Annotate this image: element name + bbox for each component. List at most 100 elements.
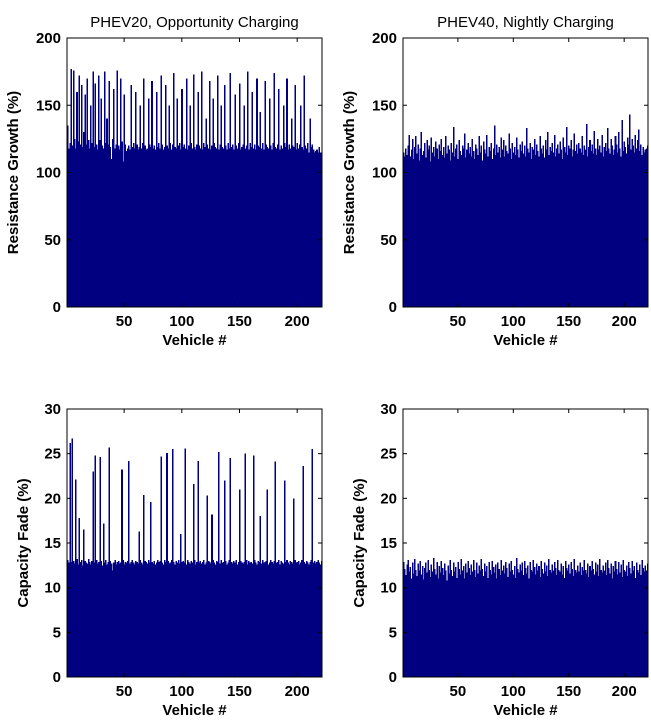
bar [264, 561, 266, 677]
bar [439, 572, 442, 677]
bar [583, 145, 586, 307]
bar [538, 566, 540, 677]
bar [155, 562, 158, 677]
bar [624, 146, 627, 307]
bar [289, 560, 292, 677]
bar [75, 479, 77, 677]
bar [304, 563, 307, 677]
bar [582, 570, 585, 677]
bar [633, 566, 636, 677]
bar [226, 564, 228, 677]
bar [412, 573, 415, 677]
bar [404, 156, 406, 307]
bar [603, 570, 606, 677]
subplot: 0 5 10 15 20 25 30 50 100 150 200 Vehicle # Capacity… [15, 401, 323, 719]
bar [103, 71, 106, 307]
bar [602, 156, 605, 307]
x-tick-label: 50 [450, 683, 467, 700]
bar [265, 144, 268, 307]
bar [87, 559, 90, 677]
bar [616, 152, 619, 307]
bar [417, 563, 419, 677]
bar [509, 148, 511, 307]
bar [168, 105, 171, 307]
bar [480, 559, 483, 677]
bar [449, 160, 452, 307]
bar [483, 563, 486, 677]
bar [529, 142, 531, 307]
y-tick-label: 150 [36, 97, 61, 114]
bar [512, 152, 515, 307]
bar [294, 559, 296, 677]
bar [544, 140, 547, 307]
bar [145, 149, 148, 307]
bar [502, 565, 505, 677]
bar [562, 566, 565, 677]
bar [266, 146, 269, 307]
bar [440, 560, 443, 677]
bar [485, 153, 487, 307]
bar [253, 144, 256, 307]
bar [122, 559, 124, 677]
bar [639, 150, 641, 307]
bar [298, 564, 301, 677]
bar [203, 142, 205, 307]
bar [181, 89, 183, 307]
y-tick-label: 200 [36, 30, 61, 47]
bar [536, 144, 538, 307]
bar [262, 559, 264, 677]
bar [468, 568, 470, 677]
bar [94, 455, 97, 677]
bar [319, 152, 322, 307]
bar [527, 565, 529, 677]
bar [286, 78, 288, 307]
bar [117, 560, 120, 677]
bar [311, 449, 314, 677]
bar [432, 558, 435, 677]
bar [406, 155, 408, 307]
bar [195, 564, 197, 677]
bar [159, 560, 161, 677]
bar [280, 560, 283, 677]
bar [177, 145, 180, 307]
bar [253, 559, 256, 677]
bar [256, 78, 258, 307]
bar [185, 78, 188, 307]
bar [461, 145, 464, 307]
bar [120, 562, 122, 677]
bar [185, 564, 188, 677]
bar [557, 144, 559, 307]
bar [136, 144, 138, 307]
bar [640, 144, 642, 307]
bar [555, 575, 558, 677]
bar [510, 159, 513, 307]
bar [257, 560, 259, 677]
bar [301, 559, 303, 677]
bar [205, 562, 208, 677]
bar [470, 156, 473, 307]
bar [146, 148, 149, 307]
bar [123, 564, 126, 677]
bar [514, 577, 517, 677]
x-tick-label: 200 [612, 683, 637, 700]
bar [500, 137, 503, 307]
bar [409, 567, 412, 677]
bar [267, 564, 270, 677]
bar [245, 145, 248, 307]
bar [174, 146, 176, 307]
bar [309, 561, 311, 677]
bar [204, 146, 206, 307]
x-axis-label: Vehicle # [493, 702, 558, 719]
bar [133, 564, 136, 677]
bar [418, 160, 421, 307]
bar [308, 152, 310, 307]
bar [232, 144, 234, 307]
bar [584, 149, 587, 307]
bar [241, 146, 243, 307]
x-tick-label: 50 [116, 683, 133, 700]
bar [124, 561, 127, 677]
x-tick-label: 100 [501, 313, 526, 330]
bar [150, 501, 152, 677]
bar [214, 146, 217, 307]
bar [92, 471, 94, 677]
